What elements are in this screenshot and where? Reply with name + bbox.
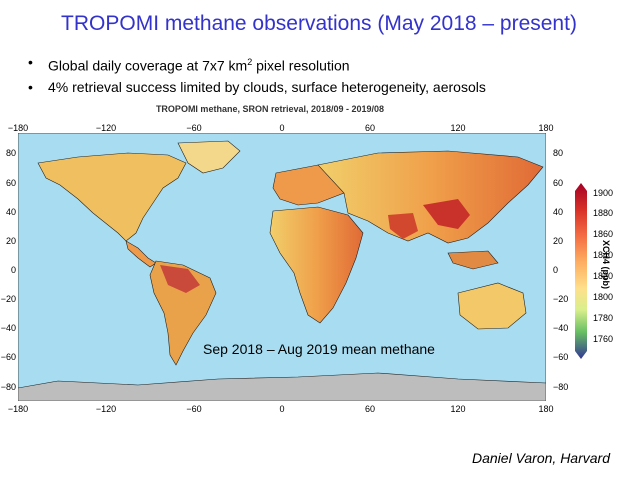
maritime-southeast-asia bbox=[447, 250, 499, 270]
colorbar-tick: 1760 bbox=[593, 334, 614, 344]
lon-tick-top: −180 bbox=[7, 123, 29, 133]
bullet-retrieval: 4% retrieval success limited by clouds, … bbox=[28, 77, 486, 98]
central-america bbox=[125, 240, 157, 268]
lat-tick-left: −80 bbox=[0, 382, 16, 392]
lat-tick-right: 40 bbox=[553, 207, 564, 217]
colorbar bbox=[575, 183, 587, 359]
africa bbox=[269, 206, 364, 324]
lon-tick-top: 0 bbox=[279, 123, 285, 133]
lon-tick-bottom: 0 bbox=[279, 404, 285, 414]
colorbar-tick: 1840 bbox=[593, 250, 614, 260]
lat-tick-right: 60 bbox=[553, 178, 564, 188]
colorbar-tick: 1860 bbox=[593, 229, 614, 239]
antarctica bbox=[18, 372, 546, 401]
slide-title: TROPOMI methane observations (May 2018 –… bbox=[61, 12, 577, 35]
bullet-coverage-text-end: pixel resolution bbox=[252, 57, 350, 74]
map-title: TROPOMI methane, SRON retrieval, 2018/09… bbox=[155, 104, 385, 114]
amazon-high-region bbox=[160, 265, 200, 293]
colorbar-tick: 1820 bbox=[593, 271, 614, 281]
greenland bbox=[177, 140, 241, 174]
south-america bbox=[149, 260, 217, 366]
lon-tick-top: 60 bbox=[364, 123, 376, 133]
bullet-coverage: Global daily coverage at 7x7 km2 pixel r… bbox=[28, 52, 486, 77]
colorbar-label: XCH4 (ppb) bbox=[601, 240, 611, 289]
lon-tick-bottom: 180 bbox=[538, 404, 554, 414]
lon-tick-bottom: −180 bbox=[7, 404, 29, 414]
lon-tick-bottom: 60 bbox=[364, 404, 376, 414]
asia bbox=[317, 150, 544, 244]
lat-tick-left: −20 bbox=[0, 294, 16, 304]
lon-tick-top: −120 bbox=[95, 123, 117, 133]
lat-tick-left: −40 bbox=[0, 323, 16, 333]
lat-tick-left: 20 bbox=[5, 236, 16, 246]
lon-tick-bottom: −60 bbox=[186, 404, 202, 414]
lon-tick-top: 180 bbox=[538, 123, 554, 133]
colorbar-tick: 1880 bbox=[593, 208, 614, 218]
lat-tick-right: −20 bbox=[553, 294, 569, 304]
lat-tick-left: 80 bbox=[5, 148, 16, 158]
colorbar-tick: 1780 bbox=[593, 313, 614, 323]
bullet-coverage-text: Global daily coverage at 7x7 km bbox=[48, 57, 248, 74]
lat-tick-right: −60 bbox=[553, 352, 569, 362]
author-credit: Daniel Varon, Harvard bbox=[472, 450, 610, 466]
lat-tick-right: 20 bbox=[553, 236, 564, 246]
methane-world-map bbox=[18, 133, 546, 401]
lat-tick-left: 40 bbox=[5, 207, 16, 217]
australia bbox=[457, 282, 527, 330]
colorbar-gradient bbox=[575, 183, 587, 359]
lon-tick-bottom: −120 bbox=[95, 404, 117, 414]
lat-tick-left: −60 bbox=[0, 352, 16, 362]
lat-tick-left: 0 bbox=[10, 265, 16, 275]
bullet-list: Global daily coverage at 7x7 km2 pixel r… bbox=[28, 52, 486, 98]
lon-tick-top: 120 bbox=[450, 123, 466, 133]
lat-tick-right: −40 bbox=[553, 323, 569, 333]
lon-tick-top: −60 bbox=[186, 123, 202, 133]
east-asia-high-region bbox=[423, 199, 470, 229]
lat-tick-right: 0 bbox=[553, 265, 559, 275]
map-caption: Sep 2018 – Aug 2019 mean methane bbox=[203, 341, 435, 357]
lat-tick-left: 60 bbox=[5, 178, 16, 188]
lat-tick-right: 80 bbox=[553, 148, 564, 158]
lon-tick-bottom: 120 bbox=[450, 404, 466, 414]
bullet-coverage-superscript: 2 bbox=[247, 57, 253, 67]
colorbar-tick: 1800 bbox=[593, 292, 614, 302]
lat-tick-right: −80 bbox=[553, 382, 569, 392]
colorbar-tick: 1900 bbox=[593, 188, 614, 198]
north-america bbox=[37, 152, 187, 242]
india-high-region bbox=[388, 213, 418, 239]
